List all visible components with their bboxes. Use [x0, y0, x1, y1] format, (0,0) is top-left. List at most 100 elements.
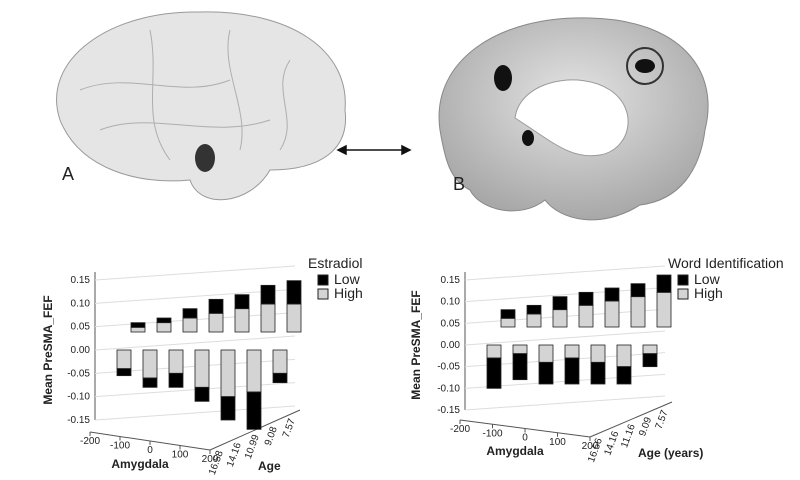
bar-segment: [220, 349, 236, 398]
bar-segment: [194, 349, 210, 388]
bar-segment: [564, 357, 580, 385]
bar-segment: [286, 303, 302, 333]
bar-segment: [260, 303, 276, 333]
bar-segment: [512, 344, 528, 355]
grid-line: [464, 330, 666, 346]
legend-title: Estradiol: [308, 255, 362, 271]
bar-segment: [630, 296, 646, 328]
grid-line: [94, 265, 296, 281]
bar-segment: [616, 344, 632, 368]
grid-line: [94, 405, 296, 421]
bar-segment: [272, 372, 288, 384]
z-tick-label: 9.08: [263, 425, 280, 447]
bar-segment: [578, 291, 594, 306]
y-tick-label: 0.15: [71, 275, 91, 286]
z-tick-label: 11.16: [619, 422, 638, 449]
z-axis-label: Age (years): [638, 446, 703, 460]
bar-segment: [604, 287, 620, 302]
bar-segment: [512, 353, 528, 381]
y-tick-label: 0.00: [71, 345, 91, 356]
bar-segment: [564, 344, 580, 359]
z-tick-label: 7.57: [281, 417, 298, 439]
brain-b: [438, 17, 709, 221]
bar-segment: [272, 349, 288, 374]
bar-segment: [234, 308, 250, 333]
legend-swatch: [317, 288, 329, 300]
x-tick-label: 200: [582, 441, 599, 452]
legend-title: Word Identification: [668, 255, 784, 271]
y-tick-label: 0.05: [71, 322, 91, 333]
legend-label: Low: [334, 271, 361, 287]
grid-line: [464, 265, 666, 281]
grid-line: [94, 335, 296, 351]
legend-label: High: [334, 285, 363, 301]
y-tick-label: -0.15: [67, 415, 90, 426]
bar-segment: [130, 326, 146, 333]
bar-segment: [604, 300, 620, 328]
y-tick-label: 0.10: [441, 297, 461, 308]
y-tick-label: -0.10: [437, 383, 460, 394]
z-tick-label: 14.16: [225, 441, 244, 469]
z-tick-label: 7.57: [654, 408, 671, 430]
bar-segment: [616, 366, 632, 385]
z-axis: [589, 401, 673, 438]
x-tick-label: -100: [482, 428, 502, 439]
y-tick-label: -0.10: [67, 392, 90, 403]
bar-segment: [552, 309, 568, 328]
bar-segment: [538, 361, 554, 385]
y-tick-label: 0.00: [441, 340, 461, 351]
x-tick-label: 100: [172, 450, 189, 461]
legend-swatch: [677, 288, 689, 300]
bar-segment: [220, 396, 236, 421]
x-tick-label: 0: [522, 433, 528, 444]
bar-segment: [208, 312, 224, 333]
x-axis-label: Amygdala: [486, 444, 544, 458]
brain-a: [56, 11, 347, 201]
y-tick-label: 0.15: [441, 275, 461, 286]
bar-segment: [156, 317, 172, 324]
legend-label: Low: [694, 271, 721, 287]
bar-segment: [642, 353, 658, 368]
arrow: [336, 144, 412, 156]
bar-segment: [590, 361, 606, 385]
bar-segment: [182, 308, 198, 319]
z-tick-label: 14.16: [603, 429, 622, 457]
bar-segment: [286, 280, 302, 305]
bar-segment: [590, 344, 606, 363]
z-tick-label: 9.09: [637, 415, 654, 437]
x-tick-label: 0: [147, 445, 153, 456]
bar-segment: [168, 372, 184, 388]
bar-segment: [486, 344, 502, 359]
bar-segment: [116, 349, 132, 370]
bar-segment: [246, 349, 262, 393]
bar-segment: [630, 283, 646, 298]
z-tick-label: 10.99: [243, 433, 262, 461]
bar-segment: [246, 391, 262, 430]
bar-segment: [538, 344, 554, 363]
bar-segment: [642, 344, 658, 355]
bar-segment: [578, 304, 594, 328]
legend-label: High: [694, 285, 723, 301]
bar-segment: [656, 291, 672, 328]
y-tick-label: 0.10: [71, 298, 91, 309]
grid-line: [464, 395, 666, 411]
bar-segment: [526, 313, 542, 328]
bar-segment: [208, 298, 224, 314]
x-axis-label: Amygdala: [111, 457, 169, 471]
panel-label: A: [62, 164, 74, 184]
y-tick-label: 0.05: [441, 318, 461, 329]
bar-segment: [552, 296, 568, 311]
z-axis-label: Age: [258, 459, 281, 473]
bar-segment: [260, 284, 276, 305]
legend-swatch: [317, 274, 329, 286]
y-tick-label: -0.05: [67, 368, 90, 379]
z-axis: [209, 409, 301, 451]
bar-segment: [142, 377, 158, 388]
bar-segment: [500, 309, 516, 319]
y-axis-label: Mean PreSMA_FEF: [41, 295, 55, 404]
bar-segment: [130, 322, 146, 328]
bar-segment: [500, 317, 516, 328]
bar-segment: [656, 274, 672, 293]
bar-segment: [142, 349, 158, 379]
